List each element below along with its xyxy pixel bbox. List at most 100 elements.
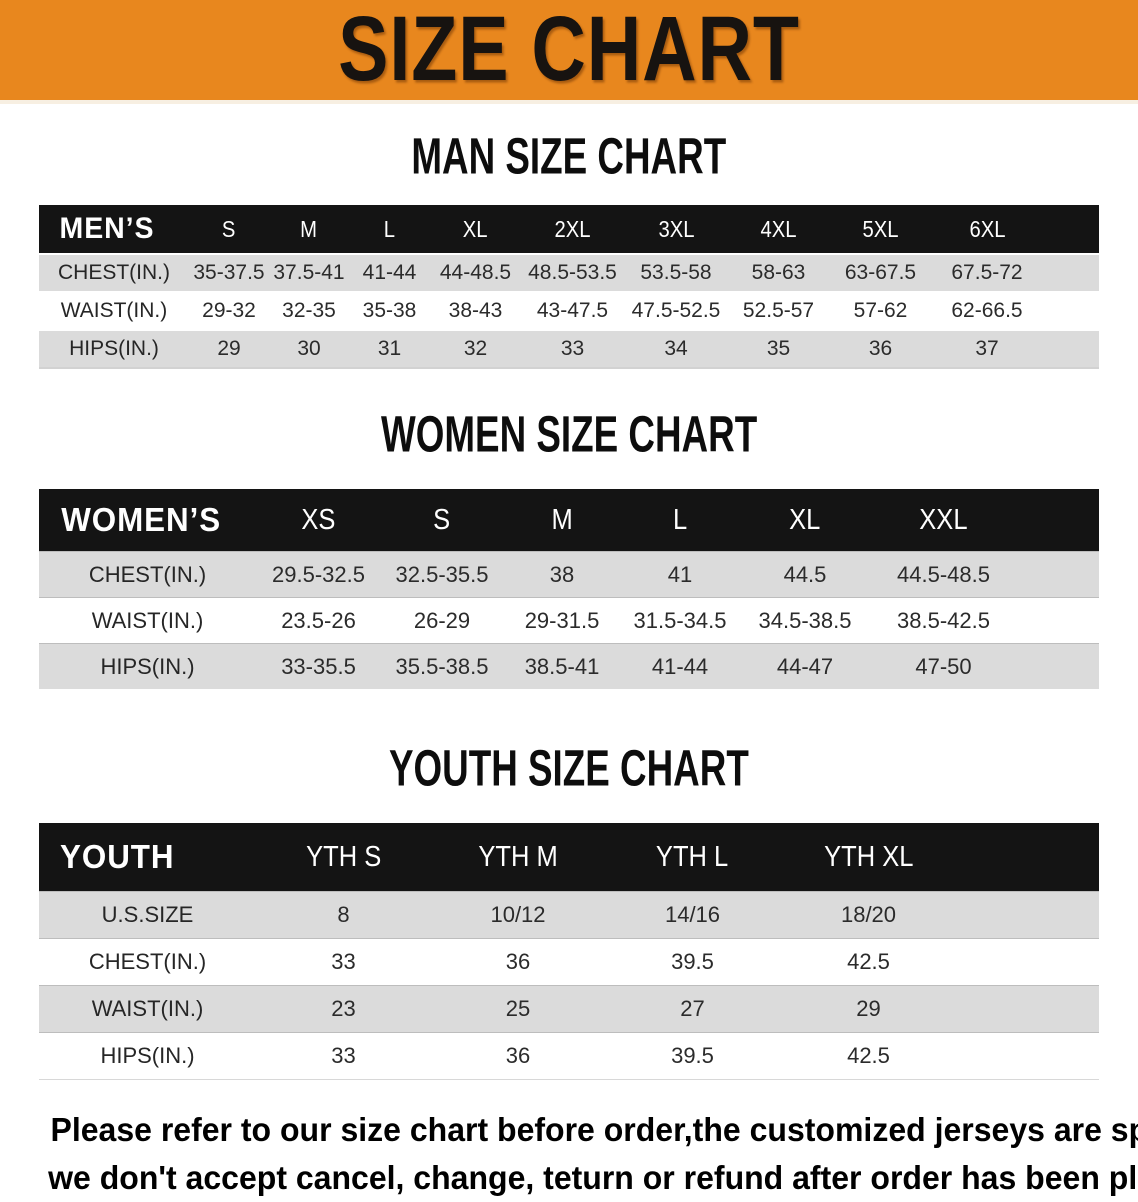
banner: SIZE CHART (0, 0, 1138, 104)
table-row: CHEST(IN.) 35-37.5 37.5-41 41-44 44-48.5 48.5… (39, 253, 1099, 292)
measurement-row-label: WAIST(IN.) (39, 291, 189, 330)
measurement-value: 27 (605, 985, 780, 1033)
measurement-value: 41-44 (621, 643, 739, 689)
measurement-value: 33 (256, 1032, 431, 1080)
spacer-cell (1016, 551, 1099, 598)
header-row: MEN’S S M L XL 2XL 3XL 4XL 5XL 6XL (39, 205, 1099, 254)
women-section: WOMEN SIZE CHART WOMEN’S XS S M L XL XXL CHEST(… (0, 405, 1138, 689)
measurement-value: 42.5 (780, 1032, 957, 1080)
measurement-value: 67.5-72 (932, 253, 1042, 292)
measurement-value: 33 (256, 938, 431, 986)
measurement-value: 37.5-41 (269, 253, 349, 292)
measurement-value: 41-44 (349, 253, 430, 292)
measurement-value: 39.5 (605, 1032, 780, 1080)
youth-section: YOUTH SIZE CHART YOUTH YTH S YTH M YTH L YTH… (0, 739, 1138, 1080)
spacer-cell (957, 823, 1099, 892)
measurement-value: 63-67.5 (829, 253, 932, 292)
measurement-row-label: CHEST(IN.) (39, 253, 189, 292)
measurement-value: 36 (431, 1032, 605, 1080)
measurement-value: 44-48.5 (430, 253, 521, 292)
size-column-header: YTH L (605, 823, 780, 892)
measurement-value: 29.5-32.5 (256, 551, 381, 598)
size-column-header: XL (739, 489, 871, 552)
measurement-value: 52.5-57 (728, 291, 829, 330)
women-section-heading-text: WOMEN SIZE CHART (380, 405, 758, 463)
measurement-value: 25 (431, 985, 605, 1033)
measurement-value: 18/20 (780, 891, 957, 939)
women-section-heading: WOMEN SIZE CHART (0, 405, 1138, 463)
notice-line-1: Please refer to our size chart before or… (50, 1111, 1138, 1148)
measurement-value: 36 (829, 329, 932, 369)
measurement-row-label: HIPS(IN.) (39, 1032, 256, 1080)
size-column-header: YTH M (431, 823, 605, 892)
measurement-value: 23 (256, 985, 431, 1033)
women-size-table: WOMEN’S XS S M L XL XXL CHEST(IN.) 29.5-32.5 32.5… (39, 489, 1099, 689)
size-column-header: S (189, 205, 269, 254)
size-column-header: XL (430, 205, 521, 254)
spacer-cell (957, 938, 1099, 986)
table-row: WAIST(IN.) 23.5-26 26-29 29-31.5 31.5-34.5 34… (39, 597, 1099, 644)
banner-title: SIZE CHART (338, 0, 800, 101)
size-column-header: M (503, 489, 621, 552)
measurement-value: 33 (521, 329, 624, 369)
men-section-heading-text: MAN SIZE CHART (411, 127, 727, 185)
measurement-value: 29 (189, 329, 269, 369)
measurement-value: 29 (780, 985, 957, 1033)
header-row: YOUTH YTH S YTH M YTH L YTH XL (39, 823, 1099, 892)
measurement-value: 38.5-41 (503, 643, 621, 689)
measurement-value: 30 (269, 329, 349, 369)
table-row: CHEST(IN.) 33 36 39.5 42.5 (39, 938, 1099, 986)
size-column-header: L (349, 205, 430, 254)
measurement-value: 32 (430, 329, 521, 369)
measurement-value: 42.5 (780, 938, 957, 986)
measurement-value: 62-66.5 (932, 291, 1042, 330)
spacer-cell (1042, 253, 1099, 292)
spacer-cell (1016, 597, 1099, 644)
spacer-cell (957, 891, 1099, 939)
table-row: HIPS(IN.) 33-35.5 35.5-38.5 38.5-41 41-44 44-… (39, 643, 1099, 689)
measurement-value: 38-43 (430, 291, 521, 330)
table-row: HIPS(IN.) 33 36 39.5 42.5 (39, 1032, 1099, 1080)
table-row: WAIST(IN.) 29-32 32-35 35-38 38-43 43-47.5 47.… (39, 291, 1099, 330)
men-section: MAN SIZE CHART MEN’S S M L XL 2XL 3XL 4XL 5XL 6XL… (0, 127, 1138, 369)
notice-line-2: we don't accept cancel, change, teturn o… (48, 1159, 1138, 1196)
measurement-value: 37 (932, 329, 1042, 369)
size-column-header: 2XL (521, 205, 624, 254)
footer-notice: Please refer to our size chart before or… (0, 1106, 1138, 1202)
spacer-cell (957, 1032, 1099, 1080)
size-column-header: 5XL (829, 205, 932, 254)
size-column-header: XXL (871, 489, 1016, 552)
measurement-row-label: WAIST(IN.) (39, 597, 256, 644)
youth-size-table: YOUTH YTH S YTH M YTH L YTH XL U.S.SIZE 8 10/12… (39, 823, 1099, 1080)
measurement-value: 31 (349, 329, 430, 369)
table-row: HIPS(IN.) 29 30 31 32 33 34 35 36 37 (39, 329, 1099, 369)
measurement-row-label: U.S.SIZE (39, 891, 256, 939)
measurement-value: 31.5-34.5 (621, 597, 739, 644)
measurement-value: 47.5-52.5 (624, 291, 728, 330)
measurement-value: 35 (728, 329, 829, 369)
measurement-value: 35-38 (349, 291, 430, 330)
measurement-row-label: HIPS(IN.) (39, 329, 189, 369)
measurement-value: 34.5-38.5 (739, 597, 871, 644)
spacer-cell (957, 985, 1099, 1033)
size-column-header: 3XL (624, 205, 728, 254)
measurement-row-label: CHEST(IN.) (39, 938, 256, 986)
measurement-value: 38.5-42.5 (871, 597, 1016, 644)
spacer-cell (1042, 291, 1099, 330)
measurement-value: 33-35.5 (256, 643, 381, 689)
measurement-value: 41 (621, 551, 739, 598)
youth-section-heading: YOUTH SIZE CHART (0, 739, 1138, 796)
measurement-row-label: HIPS(IN.) (39, 643, 256, 689)
measurement-value: 36 (431, 938, 605, 986)
spacer-cell (1016, 489, 1099, 552)
measurement-value: 47-50 (871, 643, 1016, 689)
measurement-value: 34 (624, 329, 728, 369)
size-column-header: YTH XL (780, 823, 957, 892)
measurement-value: 29-32 (189, 291, 269, 330)
spacer-cell (1042, 329, 1099, 369)
measurement-value: 32-35 (269, 291, 349, 330)
spacer-cell (1042, 205, 1099, 254)
men-section-heading: MAN SIZE CHART (0, 127, 1138, 185)
measurement-row-label: CHEST(IN.) (39, 551, 256, 598)
